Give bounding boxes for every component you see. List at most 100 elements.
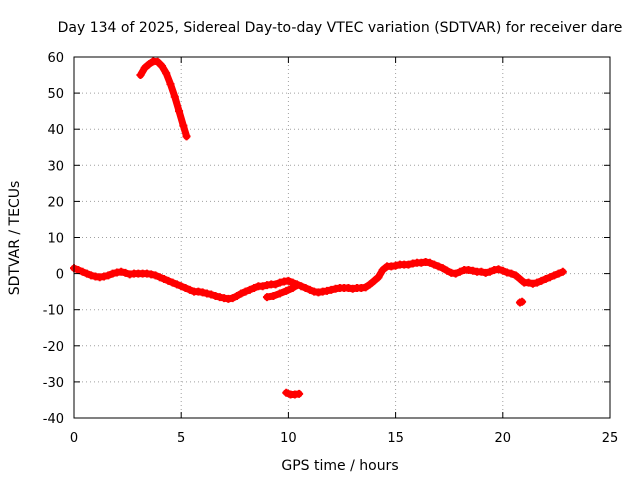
data-point	[378, 265, 387, 274]
data-point	[374, 273, 383, 282]
data-point	[451, 269, 460, 278]
data-point	[78, 267, 87, 276]
series-main-trace	[70, 258, 567, 303]
y-tick-label: 0	[56, 268, 64, 283]
grid-layer	[74, 57, 610, 418]
data-point	[430, 260, 439, 269]
data-point	[207, 290, 216, 299]
data-point	[282, 286, 291, 295]
data-point	[494, 265, 503, 274]
y-tick-label: -20	[43, 340, 64, 355]
data-point	[391, 261, 400, 270]
data-point	[140, 63, 149, 72]
data-layer	[70, 57, 567, 399]
data-point	[271, 280, 280, 289]
y-tick-label: 40	[47, 123, 64, 138]
data-point	[162, 69, 171, 78]
x-tick-label: 5	[177, 431, 185, 446]
data-point	[550, 271, 559, 280]
data-point	[322, 286, 331, 295]
data-point	[533, 278, 542, 287]
data-point	[245, 285, 254, 294]
data-point	[554, 269, 563, 278]
data-point	[104, 271, 113, 280]
data-point	[145, 60, 154, 69]
y-tick-label: -10	[43, 304, 64, 319]
data-point	[250, 284, 259, 293]
data-point	[275, 278, 284, 287]
y-axis-label: SDTVAR / TECUs	[7, 181, 23, 296]
data-point	[305, 285, 314, 294]
data-point	[121, 268, 130, 277]
y-tick-label: -30	[43, 376, 64, 391]
data-point	[179, 121, 188, 130]
data-point	[175, 107, 184, 116]
data-point	[232, 291, 241, 300]
y-tick-label: 50	[47, 87, 64, 102]
data-point	[108, 269, 117, 278]
data-point	[370, 276, 379, 285]
series-isolated-points	[515, 297, 527, 307]
x-tick-label: 10	[280, 431, 297, 446]
data-point	[558, 267, 567, 276]
data-point	[443, 266, 452, 275]
x-tick-label: 15	[387, 431, 404, 446]
series-mid-segment	[262, 281, 301, 302]
series-early-arc	[136, 57, 191, 141]
data-point	[537, 276, 546, 285]
data-point	[202, 289, 211, 298]
data-point	[136, 71, 145, 80]
data-point	[237, 289, 246, 298]
y-tick-label: 20	[47, 195, 64, 210]
data-point	[301, 284, 310, 293]
data-point	[295, 389, 304, 398]
data-point	[275, 289, 284, 298]
data-point	[468, 266, 477, 275]
x-tick-label: 0	[70, 431, 78, 446]
tick-layer: 0 5 10 15 20 25 -40 -30 -20 -10 0 10 20 30 40 50 60	[43, 51, 619, 446]
data-point	[327, 285, 336, 294]
data-point	[157, 62, 166, 71]
data-point	[288, 284, 297, 293]
data-point	[282, 388, 291, 397]
data-point	[511, 271, 520, 280]
data-point	[269, 291, 278, 300]
data-point	[477, 267, 486, 276]
x-tick-label: 25	[602, 431, 619, 446]
data-point	[438, 264, 447, 273]
data-point	[455, 267, 464, 276]
data-point	[361, 283, 370, 292]
data-point	[518, 297, 527, 306]
data-point	[181, 284, 190, 293]
data-point	[164, 276, 173, 285]
data-point	[528, 279, 537, 288]
data-point	[215, 293, 224, 302]
data-point	[434, 262, 443, 271]
data-point	[284, 276, 293, 285]
data-point	[153, 57, 162, 66]
data-point	[160, 275, 169, 284]
data-point	[503, 268, 512, 277]
data-point	[365, 280, 374, 289]
data-point	[151, 271, 160, 280]
data-point	[172, 280, 181, 289]
data-point	[87, 271, 96, 280]
data-point	[404, 260, 413, 269]
data-point	[485, 267, 494, 276]
y-tick-label: -40	[43, 412, 64, 427]
data-point	[211, 291, 220, 300]
data-point	[262, 293, 271, 302]
data-point	[82, 269, 91, 278]
x-axis-label: GPS time / hours	[281, 458, 398, 474]
data-point	[185, 285, 194, 294]
data-point	[241, 287, 250, 296]
y-tick-label: 30	[47, 159, 64, 174]
data-point	[292, 281, 301, 290]
y-tick-label: 10	[47, 232, 64, 247]
data-point	[228, 294, 237, 303]
data-point	[100, 272, 109, 281]
data-point	[524, 278, 533, 287]
